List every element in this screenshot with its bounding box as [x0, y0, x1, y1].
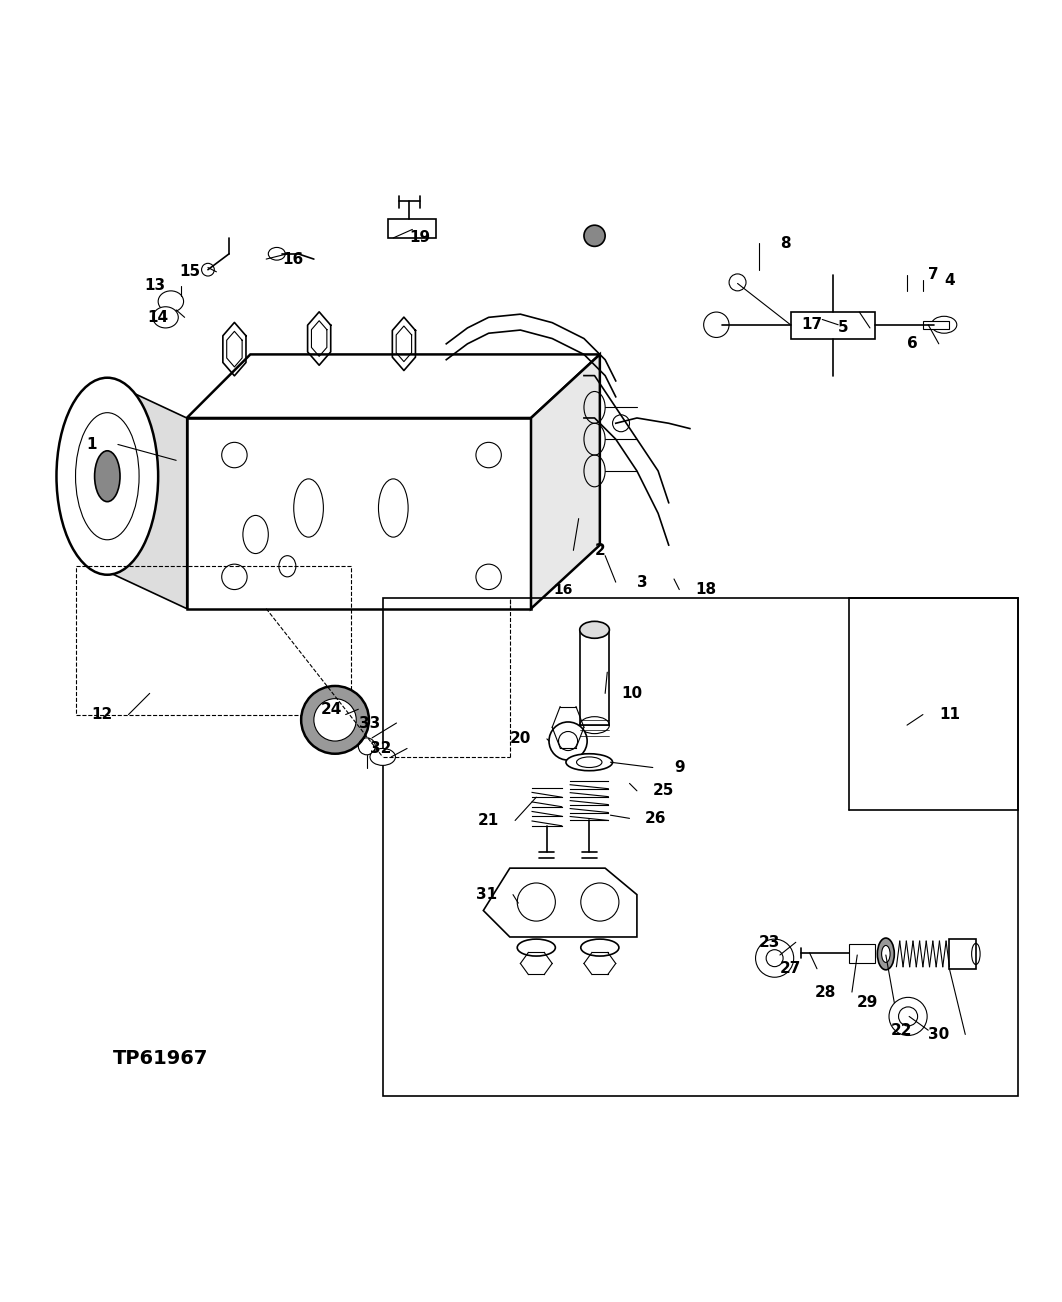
Text: 14: 14: [148, 310, 169, 324]
Text: 3: 3: [637, 574, 648, 590]
Text: 32: 32: [370, 741, 391, 756]
Text: 19: 19: [409, 230, 430, 245]
Bar: [75, 566, 350, 715]
Text: 12: 12: [91, 707, 113, 723]
Text: 16: 16: [553, 582, 572, 596]
Text: 25: 25: [653, 784, 674, 798]
Text: 16: 16: [282, 251, 304, 267]
Ellipse shape: [580, 621, 610, 638]
Text: 13: 13: [144, 279, 166, 293]
Ellipse shape: [517, 939, 555, 956]
Circle shape: [584, 225, 605, 246]
Text: 2: 2: [595, 543, 605, 557]
Circle shape: [314, 699, 356, 741]
Ellipse shape: [153, 307, 178, 328]
Text: 29: 29: [857, 995, 878, 1010]
Text: 20: 20: [510, 732, 531, 746]
Bar: [382, 598, 1018, 1096]
Ellipse shape: [881, 945, 890, 962]
Bar: [949, 939, 976, 969]
Ellipse shape: [269, 247, 286, 260]
Text: 9: 9: [674, 760, 685, 775]
Text: 5: 5: [838, 320, 849, 336]
Ellipse shape: [56, 378, 158, 574]
Text: 30: 30: [928, 1027, 949, 1042]
Ellipse shape: [95, 450, 120, 501]
Text: 33: 33: [359, 716, 380, 730]
Text: 26: 26: [646, 811, 667, 825]
Text: 18: 18: [696, 582, 717, 598]
Polygon shape: [187, 354, 600, 418]
Ellipse shape: [549, 723, 587, 760]
Text: 23: 23: [758, 935, 780, 949]
Text: 4: 4: [944, 273, 955, 288]
Polygon shape: [187, 418, 531, 608]
Ellipse shape: [877, 937, 894, 970]
Text: 31: 31: [476, 887, 497, 902]
Text: 10: 10: [621, 686, 643, 700]
Text: 1: 1: [86, 437, 97, 452]
Text: 11: 11: [939, 707, 960, 723]
Ellipse shape: [370, 749, 395, 766]
Text: 28: 28: [815, 984, 836, 1000]
Bar: [388, 219, 435, 238]
Bar: [849, 944, 875, 963]
Ellipse shape: [581, 939, 619, 956]
Polygon shape: [107, 381, 187, 608]
Bar: [923, 320, 949, 329]
Text: 22: 22: [891, 1022, 912, 1038]
Text: TP61967: TP61967: [113, 1049, 208, 1069]
Circle shape: [730, 273, 746, 290]
Text: 15: 15: [179, 264, 201, 280]
Text: 6: 6: [907, 336, 918, 352]
Text: 7: 7: [928, 267, 939, 283]
Bar: [790, 312, 875, 339]
Bar: [580, 630, 610, 725]
Text: 8: 8: [780, 236, 790, 251]
Polygon shape: [483, 868, 637, 937]
Text: 17: 17: [801, 318, 822, 332]
Ellipse shape: [566, 754, 613, 771]
Circle shape: [613, 415, 630, 432]
Circle shape: [302, 686, 369, 754]
Text: 24: 24: [321, 702, 343, 717]
Ellipse shape: [158, 290, 184, 312]
Text: 27: 27: [780, 961, 801, 976]
Text: 21: 21: [478, 812, 499, 828]
Polygon shape: [531, 354, 600, 608]
